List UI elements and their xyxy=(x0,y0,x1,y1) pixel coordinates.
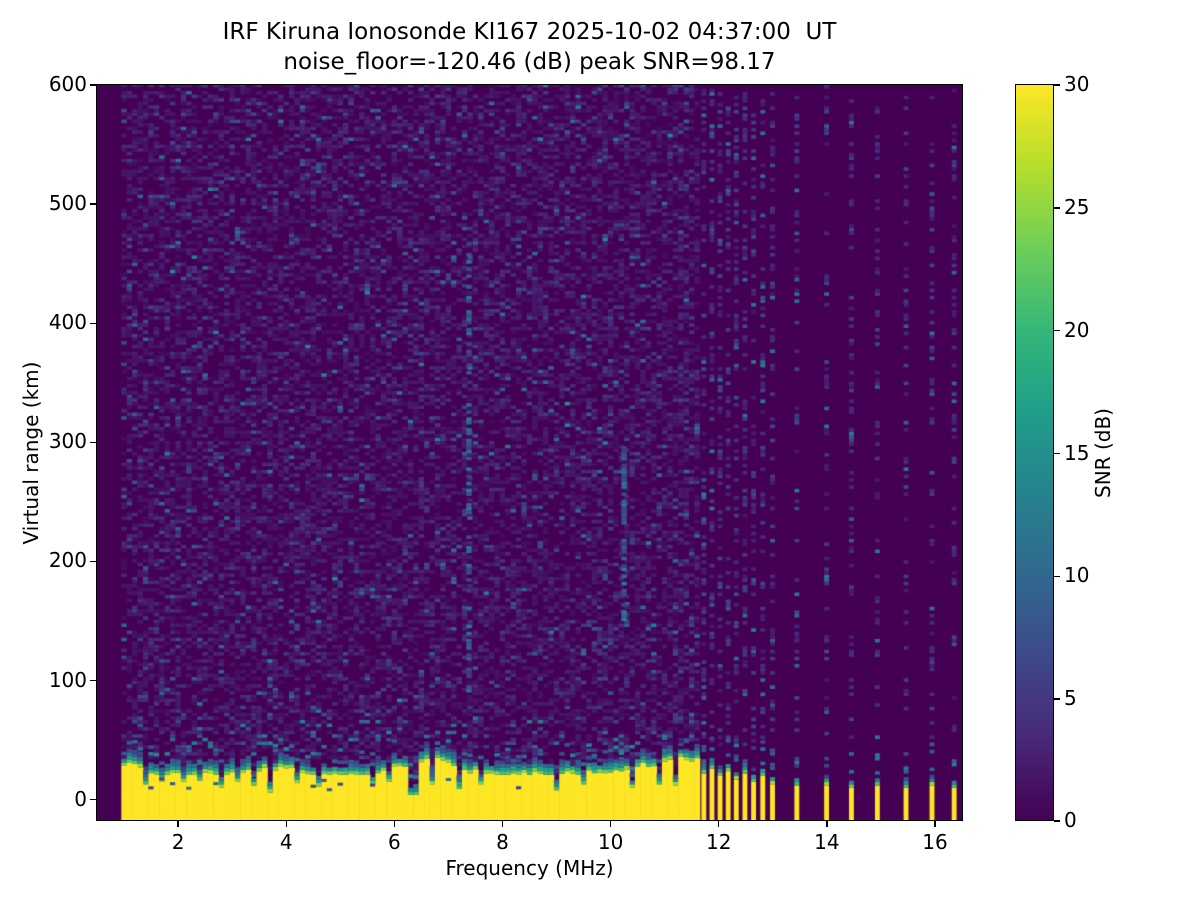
x-tick-mark xyxy=(934,821,936,827)
colorbar-tick-mark xyxy=(1054,820,1060,822)
colorbar-tick-mark xyxy=(1054,207,1060,209)
x-tick-mark xyxy=(501,821,504,827)
x-tick-label: 2 xyxy=(171,830,185,854)
y-tick-mark xyxy=(90,441,96,444)
x-tick-mark xyxy=(177,821,179,827)
x-tick-label: 16 xyxy=(922,830,948,854)
colorbar-tick-label: 20 xyxy=(1064,317,1090,342)
y-tick-label: 0 xyxy=(74,786,87,811)
x-tick-label: 4 xyxy=(279,830,293,854)
y-tick-mark xyxy=(90,560,96,563)
x-axis-label: Frequency (MHz) xyxy=(445,856,614,880)
x-tick-label: 6 xyxy=(387,830,401,854)
heatmap-canvas xyxy=(97,85,962,820)
y-tick-mark xyxy=(90,84,96,86)
x-tick-mark xyxy=(826,821,828,827)
colorbar-tick-label: 5 xyxy=(1064,686,1077,711)
x-tick-label: 12 xyxy=(705,830,732,854)
colorbar-tick-mark xyxy=(1054,84,1060,86)
colorbar-tick-label: 15 xyxy=(1064,440,1090,465)
x-tick-label: 10 xyxy=(597,830,624,854)
colorbar-tick-label: 25 xyxy=(1064,194,1090,219)
x-tick-mark xyxy=(393,821,396,827)
y-tick-mark xyxy=(90,799,96,801)
colorbar-tick-mark xyxy=(1054,575,1060,578)
x-tick-label: 8 xyxy=(496,830,509,854)
y-axis-label: Virtual range (km) xyxy=(19,361,43,544)
figure-subtitle: noise_floor=-120.46 (dB) peak SNR=98.17 xyxy=(283,49,776,75)
y-tick-label: 600 xyxy=(48,72,87,96)
y-tick-label: 300 xyxy=(48,429,87,454)
y-tick-mark xyxy=(90,203,96,205)
y-tick-mark xyxy=(90,679,96,682)
colorbar-tick-label: 10 xyxy=(1064,563,1090,588)
x-tick-mark xyxy=(285,821,287,827)
colorbar-gradient xyxy=(1016,85,1053,820)
colorbar-tick-mark xyxy=(1054,698,1060,700)
y-tick-label: 100 xyxy=(48,667,87,692)
figure-title: IRF Kiruna Ionosonde KI167 2025-10-02 04… xyxy=(222,19,837,45)
colorbar-tick-label: 0 xyxy=(1064,808,1077,832)
plot-area xyxy=(96,84,963,821)
y-tick-mark xyxy=(90,322,96,324)
colorbar-tick-label: 30 xyxy=(1064,72,1090,96)
y-tick-label: 400 xyxy=(48,310,87,335)
colorbar-label: SNR (dB) xyxy=(1091,407,1115,498)
y-tick-label: 200 xyxy=(48,548,87,573)
y-tick-label: 500 xyxy=(48,191,87,216)
x-tick-mark xyxy=(609,821,612,827)
colorbar-tick-mark xyxy=(1054,452,1060,455)
colorbar xyxy=(1015,84,1054,821)
x-tick-mark xyxy=(718,821,720,827)
colorbar-tick-mark xyxy=(1054,329,1060,332)
x-tick-label: 14 xyxy=(814,830,840,854)
